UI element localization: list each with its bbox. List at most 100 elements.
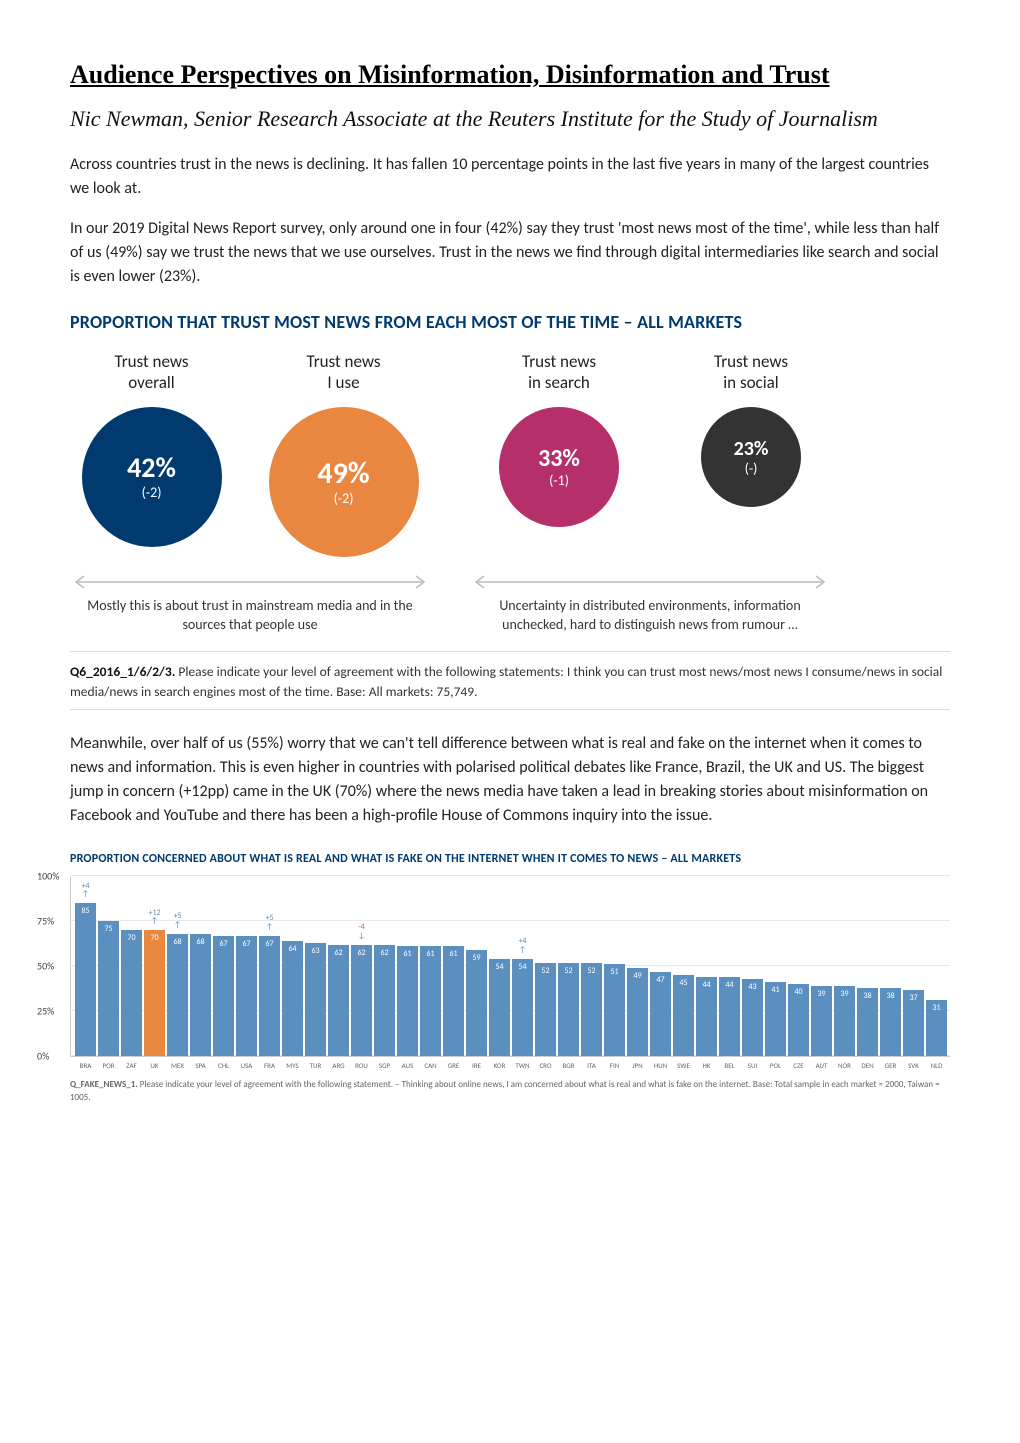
chart2-q-label: Q_FAKE_NEWS_1. (70, 1079, 138, 1090)
bar: 59 (466, 950, 487, 1056)
bar: 54 (489, 959, 510, 1056)
page-subtitle: Nic Newman, Senior Research Associate at… (70, 104, 950, 135)
x-tick: SUI (741, 1061, 765, 1070)
arrow-up-icon: +4↑ (518, 937, 526, 955)
bar-column: 44HK (696, 876, 717, 1056)
bar-column: 64MYS (282, 876, 303, 1056)
paragraph-3: Meanwhile, over half of us (55%) worry t… (70, 732, 950, 828)
x-tick: JPN (626, 1061, 650, 1070)
bar: 63 (305, 943, 326, 1056)
bar-column: +5↑67FRA (259, 876, 280, 1056)
chart1-circles: Trust newsoverall42%(-2)Trust newsI use4… (70, 351, 950, 558)
x-tick: POR (97, 1061, 121, 1070)
trust-circle: Trust newsoverall42%(-2) (82, 351, 222, 558)
chart2-title: PROPORTION CONCERNED ABOUT WHAT IS REAL … (70, 852, 950, 866)
x-tick: KOR (488, 1061, 512, 1070)
chart1-arrows (70, 573, 950, 591)
bar-column: 39AUT (811, 876, 832, 1056)
circle-delta: (-2) (334, 490, 354, 507)
circle-label: Trust newsin search (522, 351, 596, 394)
x-tick: CAN (419, 1061, 443, 1070)
x-tick: DEN (856, 1061, 880, 1070)
bar: 68 (190, 934, 211, 1056)
bar-column: 51FIN (604, 876, 625, 1056)
bar-column: 61AUS (397, 876, 418, 1056)
bar-column: 38DEN (857, 876, 878, 1056)
bar: 41 (765, 982, 786, 1056)
chart2-wrap: 0%25%50%75%100%+4↑85BRA75POR70ZAF+12↑70U… (70, 876, 950, 1057)
bar-column: 45SWE (673, 876, 694, 1056)
bar: 61 (397, 946, 418, 1056)
bar-column: 39NOR (834, 876, 855, 1056)
double-arrow-icon (70, 573, 430, 591)
chart2-q-text: Please indicate your level of agreement … (70, 1079, 940, 1103)
bar: 67 (213, 936, 234, 1057)
bar: 45 (673, 975, 694, 1056)
x-tick: NLD (925, 1061, 949, 1070)
bar-column: +4↑54TWN (512, 876, 533, 1056)
circle-pct: 33% (538, 446, 580, 472)
bar-column: -4↓62ROU (351, 876, 372, 1056)
circle-label: Trust newsin social (714, 351, 788, 394)
x-tick: HUN (649, 1061, 673, 1070)
bar: 61 (420, 946, 441, 1056)
bar: 64 (282, 941, 303, 1056)
bar: 47 (650, 972, 671, 1057)
x-tick: TWN (511, 1061, 535, 1070)
x-tick: FIN (603, 1061, 627, 1070)
x-tick: BEL (718, 1061, 742, 1070)
x-tick: CZE (787, 1061, 811, 1070)
bar-column: 62ARG (328, 876, 349, 1056)
bar: 52 (581, 963, 602, 1057)
x-tick: ROU (350, 1061, 374, 1070)
y-tick: 0% (37, 1050, 49, 1063)
circle-icon: 23%(-) (701, 407, 801, 507)
bar: 62 (328, 945, 349, 1057)
bar: 52 (558, 963, 579, 1057)
bar-column: 70ZAF (121, 876, 142, 1056)
bar: 44 (719, 977, 740, 1056)
x-tick: SPA (189, 1061, 213, 1070)
bar: 39 (811, 986, 832, 1056)
chart1-captions: Mostly this is about trust in mainstream… (70, 597, 950, 635)
x-tick: ZAF (120, 1061, 144, 1070)
arrow-down-icon: -4↓ (358, 923, 365, 941)
circle-delta: (-) (745, 460, 758, 477)
divider (70, 651, 950, 652)
bar: 38 (880, 988, 901, 1056)
x-tick: UK (143, 1061, 167, 1070)
x-tick: CRO (534, 1061, 558, 1070)
bar: 70 (144, 930, 165, 1056)
x-tick: FRA (258, 1061, 282, 1070)
bar: 62 (374, 945, 395, 1057)
chart1-caption: Mostly this is about trust in mainstream… (70, 597, 430, 635)
x-tick: IRE (465, 1061, 489, 1070)
x-tick: ARG (327, 1061, 351, 1070)
x-tick: GRE (442, 1061, 466, 1070)
bar-column: 61CAN (420, 876, 441, 1056)
bar-column: 75POR (98, 876, 119, 1056)
bar-column: +5↑68MEX (167, 876, 188, 1056)
bar-column: 54KOR (489, 876, 510, 1056)
circle-delta: (-2) (142, 484, 162, 501)
bar-column: 59IRE (466, 876, 487, 1056)
arrow-up-icon: +5↑ (173, 912, 181, 930)
paragraph-2: In our 2019 Digital News Report survey, … (70, 217, 950, 289)
circle-label: Trust newsoverall (114, 351, 188, 394)
bar-column: +4↑85BRA (75, 876, 96, 1056)
x-tick: AUT (810, 1061, 834, 1070)
bar: 39 (834, 986, 855, 1056)
x-tick: BGR (557, 1061, 581, 1070)
circle-pct: 23% (734, 438, 769, 460)
bar-column: 67CHL (213, 876, 234, 1056)
chart2-question: Q_FAKE_NEWS_1. Please indicate your leve… (70, 1079, 950, 1104)
paragraph-1: Across countries trust in the news is de… (70, 153, 950, 201)
double-arrow-icon (470, 573, 830, 591)
bar: 44 (696, 977, 717, 1056)
bar: 52 (535, 963, 556, 1057)
bar-column: 61GRE (443, 876, 464, 1056)
x-tick: AUS (396, 1061, 420, 1070)
x-tick: SVK (902, 1061, 926, 1070)
bar: 67 (236, 936, 257, 1057)
bar-column: 52BGR (558, 876, 579, 1056)
